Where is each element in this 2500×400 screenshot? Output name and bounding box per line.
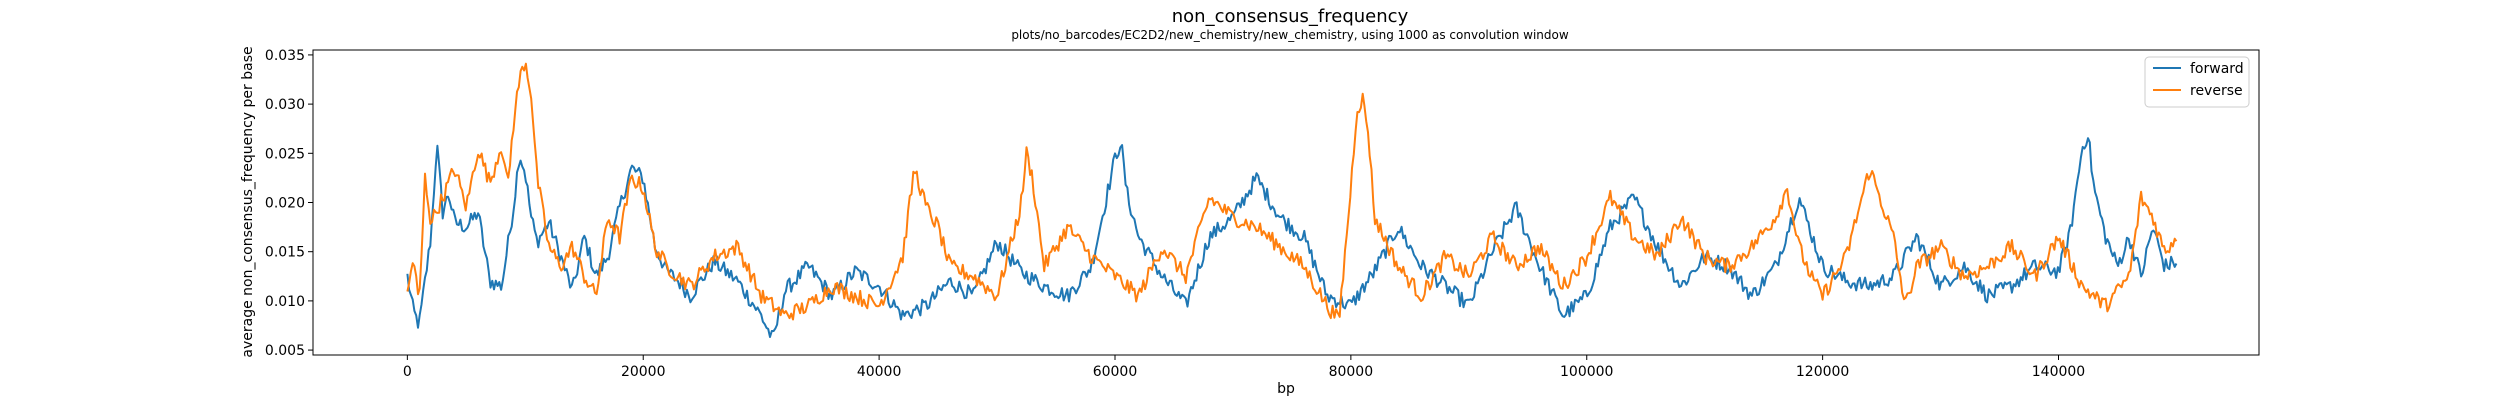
y-tick-label: 0.025: [265, 146, 305, 162]
x-tick-label: 140000: [2032, 364, 2085, 380]
x-axis: 0 20000 40000 60000 80000 100000 120000 140000: [403, 355, 2085, 380]
chart-subtitle: plots/no_barcodes/EC2D2/new_chemistry/ne…: [1011, 28, 1569, 42]
plot-area: [313, 50, 2259, 355]
chart-title: non_consensus_frequency: [1172, 6, 1409, 27]
legend-box: [2144, 56, 2250, 108]
legend-label-forward: forward: [2190, 61, 2244, 77]
series-line-reverse: [406, 62, 2178, 321]
x-tick-label: 80000: [1329, 364, 1374, 380]
y-tick-label: 0.020: [265, 196, 305, 212]
x-tick-label: 0: [403, 364, 412, 380]
x-tick-label: 100000: [1560, 364, 1613, 380]
legend: forward reverse: [2144, 56, 2250, 108]
y-tick-label: 0.035: [265, 48, 305, 64]
series-line-forward: [406, 137, 2178, 338]
y-tick-label: 0.015: [265, 245, 305, 261]
x-tick-label: 60000: [1093, 364, 1138, 380]
y-axis: 0.005 0.010 0.015 0.020 0.025 0.030 0.035: [265, 48, 313, 359]
y-axis-label: average non_consensus_frequency per base: [240, 46, 256, 357]
y-tick-label: 0.010: [265, 294, 305, 310]
x-tick-label: 120000: [1796, 364, 1849, 380]
x-tick-label: 40000: [857, 364, 902, 380]
y-tick-label: 0.030: [265, 97, 305, 113]
y-tick-label: 0.005: [265, 343, 305, 359]
series-layer: [406, 62, 2178, 338]
legend-label-reverse: reverse: [2190, 83, 2243, 99]
x-tick-label: 20000: [621, 364, 666, 380]
x-axis-label: bp: [1277, 381, 1295, 397]
